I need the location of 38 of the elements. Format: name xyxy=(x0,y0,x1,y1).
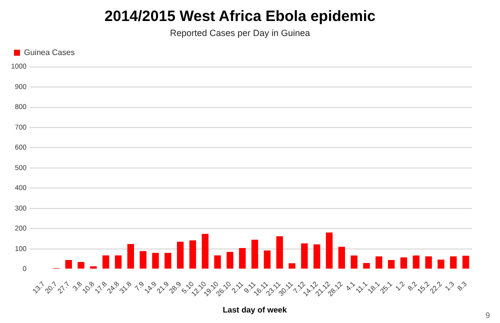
bar xyxy=(462,256,470,269)
bar xyxy=(450,256,457,269)
bar xyxy=(189,240,196,269)
chart-title: 2014/2015 West Africa Ebola epidemic xyxy=(104,8,376,26)
bar xyxy=(438,260,444,269)
bar xyxy=(376,256,382,269)
bar xyxy=(114,255,122,269)
bar xyxy=(326,232,333,269)
bar xyxy=(313,244,320,269)
bar xyxy=(400,257,408,269)
bar xyxy=(363,263,370,269)
chart-subtitle: Reported Cases per Day in Guinea xyxy=(170,28,310,38)
bar xyxy=(301,243,308,269)
bar xyxy=(90,266,97,269)
bar xyxy=(338,246,346,269)
bar xyxy=(251,240,258,269)
bar xyxy=(239,248,246,269)
bar xyxy=(388,260,395,269)
text: 9 xyxy=(486,311,491,320)
bar xyxy=(202,234,208,269)
bar xyxy=(425,256,432,269)
bar xyxy=(350,256,358,269)
bar xyxy=(152,252,159,269)
bar xyxy=(226,252,234,269)
bar xyxy=(140,251,146,269)
bar xyxy=(127,244,134,269)
bar xyxy=(214,255,221,269)
bar xyxy=(276,236,283,269)
bar xyxy=(176,242,184,269)
bar xyxy=(102,255,110,269)
bar xyxy=(412,256,420,269)
bar xyxy=(78,262,84,269)
x-axis-title: Last day of week xyxy=(222,305,288,314)
bar xyxy=(288,263,296,269)
legend-label: Guinea Cases xyxy=(24,48,75,58)
bar xyxy=(65,260,72,269)
bar xyxy=(264,250,271,269)
bar xyxy=(164,252,172,269)
